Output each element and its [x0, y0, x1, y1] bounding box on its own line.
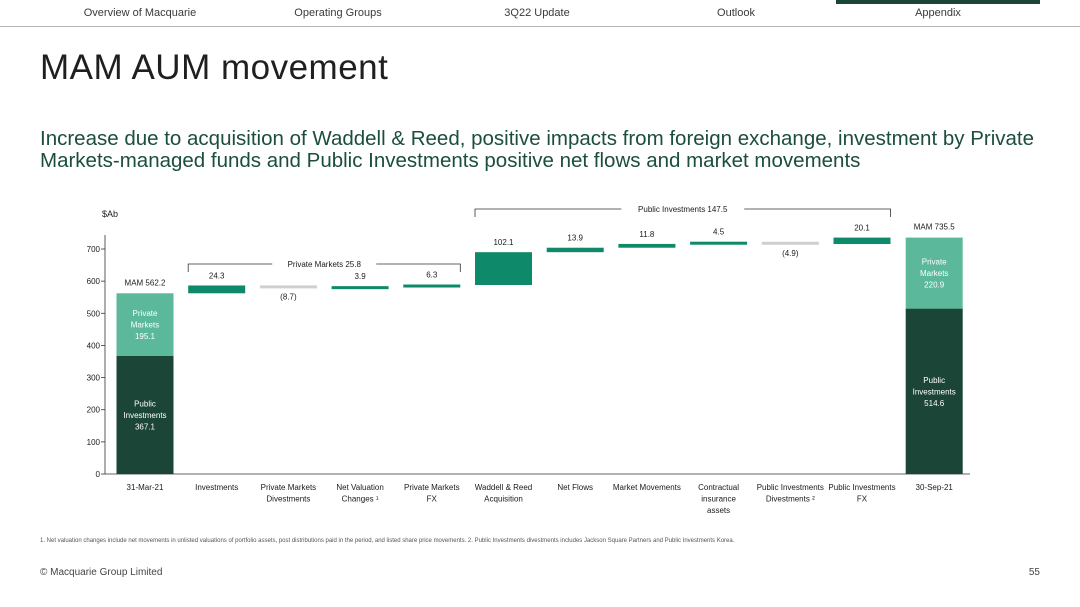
y-tick-label: 500	[87, 309, 101, 318]
step-value-label: 4.5	[713, 228, 725, 237]
x-category-label: Contractual insurance assets	[698, 483, 739, 515]
page-title: MAM AUM movement	[40, 48, 389, 87]
x-category-label: Net Flows	[557, 483, 593, 492]
y-tick-label: 0	[96, 470, 101, 479]
x-category-label: Investments	[195, 483, 238, 492]
end-bar-segment-private-markets	[905, 237, 963, 309]
step-bar-6	[546, 247, 604, 253]
page-number: 55	[1028, 567, 1040, 578]
x-category-label: Market Movements	[613, 483, 681, 492]
bracket-line-left	[187, 263, 273, 272]
bracket-label: Public Investments 147.5	[638, 205, 728, 214]
x-category-label: Public Investments Divestments ²	[757, 483, 824, 504]
step-value-label: 20.1	[854, 224, 870, 233]
bracket-line-right	[744, 208, 891, 217]
nav-tab-operating-groups[interactable]: Operating Groups	[294, 7, 382, 19]
start-bar-segment-private-markets	[116, 293, 174, 357]
step-bar-3	[331, 286, 389, 290]
y-tick-label: 200	[87, 406, 101, 415]
y-tick-label: 600	[87, 277, 101, 286]
x-category-label: Net Valuation Changes ¹	[336, 483, 383, 504]
y-tick-label: 400	[87, 341, 101, 350]
bracket-line-right	[376, 263, 461, 272]
x-category-label: Private Markets Divestments	[261, 483, 317, 504]
start-bar-segment-label: Private Markets 195.1	[131, 309, 159, 341]
step-bar-7	[618, 243, 676, 248]
y-tick-label: 100	[87, 438, 101, 447]
step-value-label: (4.9)	[782, 249, 799, 258]
bracket-line-left	[474, 208, 622, 217]
step-value-label: 6.3	[426, 271, 438, 280]
start-bar-segment-public-investments	[116, 356, 174, 474]
aum-waterfall-chart: $Ab 0 100 200 300 400 500 600 700 Public Investmen…	[87, 205, 970, 515]
end-bar-segment-label: Private Markets 220.9	[920, 258, 948, 290]
start-bar-total-label: MAM 562.2	[125, 278, 166, 287]
end-bar-segment-public-investments	[905, 308, 963, 474]
start-bar-segment-label: Public Investments 367.1	[123, 400, 166, 432]
bracket-label: Private Markets 25.8	[288, 260, 362, 269]
step-bar-1	[188, 285, 246, 294]
y-tick-label: 700	[87, 245, 101, 254]
page-subtitle: Increase due to acquisition of Waddell &…	[40, 127, 1034, 172]
step-value-label: 13.9	[567, 234, 583, 243]
nav-tab-overview[interactable]: Overview of Macquarie	[83, 7, 197, 19]
top-navigation: Overview of Macquarie Operating Groups 3…	[0, 0, 1080, 27]
y-axis-unit-label: $Ab	[102, 209, 118, 219]
step-value-label: 102.1	[493, 238, 514, 247]
nav-tab-3q22-update[interactable]: 3Q22 Update	[504, 7, 570, 19]
step-value-label: 3.9	[355, 272, 367, 281]
footnote: 1. Net valuation changes include net mov…	[40, 538, 735, 544]
step-value-label: 11.8	[639, 230, 655, 239]
nav-tab-outlook[interactable]: Outlook	[717, 7, 755, 19]
step-value-label: (8.7)	[280, 292, 297, 301]
end-bar-segment-label: Public Investments 514.6	[913, 376, 956, 408]
step-bar-4	[403, 284, 461, 288]
y-tick-label: 300	[87, 374, 101, 383]
step-bar-10	[833, 237, 891, 245]
step-bar-8	[690, 241, 748, 245]
x-category-label: 31-Mar-21	[127, 483, 164, 492]
end-bar-total-label: MAM 735.5	[914, 223, 955, 232]
copyright: © Macquarie Group Limited	[40, 567, 163, 578]
x-category-label: 30-Sep-21	[916, 483, 954, 492]
step-bar-2	[259, 285, 317, 289]
step-bar-9	[761, 241, 819, 245]
x-category-label: Waddell & Reed Acquisition	[475, 483, 533, 504]
step-bar-5	[475, 252, 532, 285]
step-value-label: 24.3	[209, 271, 225, 280]
x-category-label: Public Investments FX	[828, 483, 895, 504]
x-category-label: Private Markets FX	[404, 483, 460, 504]
nav-tab-appendix[interactable]: Appendix	[836, 0, 1040, 26]
